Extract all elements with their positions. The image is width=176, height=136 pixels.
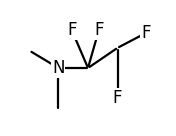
Text: N: N — [52, 59, 65, 77]
Text: F: F — [113, 89, 122, 107]
Text: F: F — [94, 21, 103, 39]
Text: F: F — [141, 24, 151, 42]
Text: F: F — [67, 21, 77, 39]
